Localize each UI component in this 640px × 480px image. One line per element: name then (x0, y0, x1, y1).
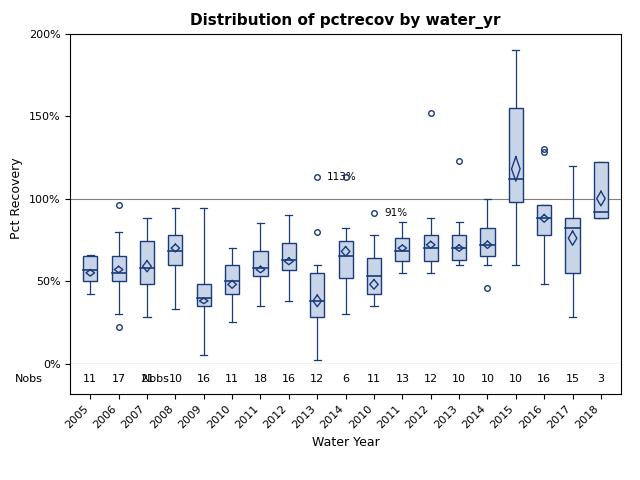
Text: 12: 12 (310, 373, 324, 384)
Bar (452, 235, 466, 260)
Text: 11: 11 (225, 373, 239, 384)
Bar (367, 258, 381, 294)
Title: Distribution of pctrecov by water_yr: Distribution of pctrecov by water_yr (190, 13, 501, 29)
Text: 10: 10 (509, 373, 523, 384)
Text: 21: 21 (140, 373, 154, 384)
X-axis label: Water Year: Water Year (312, 436, 380, 449)
Text: 16: 16 (537, 373, 551, 384)
Text: 10: 10 (452, 373, 466, 384)
Text: Nobs: Nobs (15, 373, 43, 384)
Bar (168, 235, 182, 264)
Bar (140, 241, 154, 284)
Bar (509, 108, 523, 202)
Bar (396, 238, 410, 261)
Text: Nobs: Nobs (141, 373, 170, 384)
Text: 10: 10 (481, 373, 495, 384)
Bar (282, 243, 296, 270)
Text: 10: 10 (168, 373, 182, 384)
Bar (83, 256, 97, 281)
Text: 91%: 91% (384, 208, 407, 218)
Text: 11: 11 (367, 373, 381, 384)
Text: 13: 13 (396, 373, 410, 384)
Text: 12: 12 (424, 373, 438, 384)
Bar (566, 218, 580, 273)
Text: 18: 18 (253, 373, 268, 384)
Text: 113%: 113% (327, 172, 357, 182)
Text: 3: 3 (598, 373, 604, 384)
Bar (594, 162, 608, 218)
Bar (537, 205, 551, 235)
Bar (253, 252, 268, 276)
Bar (424, 235, 438, 261)
Bar (111, 256, 125, 281)
Bar (339, 241, 353, 278)
Text: 6: 6 (342, 373, 349, 384)
Bar (481, 228, 495, 256)
Text: 16: 16 (282, 373, 296, 384)
Text: 17: 17 (111, 373, 125, 384)
Bar (310, 273, 324, 317)
Bar (225, 264, 239, 294)
Text: 16: 16 (196, 373, 211, 384)
Text: 11: 11 (83, 373, 97, 384)
Text: 15: 15 (566, 373, 580, 384)
Y-axis label: Pct Recovery: Pct Recovery (10, 158, 24, 240)
Bar (196, 284, 211, 306)
